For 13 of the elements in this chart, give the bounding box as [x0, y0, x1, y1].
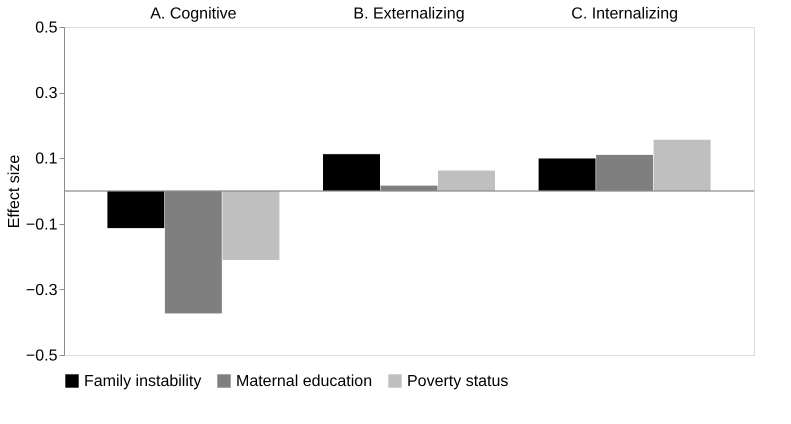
x-tick-label: A. Cognitive	[150, 6, 237, 22]
y-tick-label: −0.1	[26, 216, 58, 234]
legend-label: Family instability	[84, 373, 202, 390]
y-tick-label: −0.5	[26, 348, 58, 364]
y-tick-label: 0.5	[35, 20, 58, 36]
legend-label: Maternal education	[236, 373, 372, 390]
x-tick-label: B. Externalizing	[353, 6, 465, 22]
x-tick-label: C. Internalizing	[571, 6, 678, 22]
y-axis-title: Effect size	[6, 154, 23, 228]
y-tick-label: −0.3	[26, 282, 58, 299]
y-tick-label: 0.1	[35, 150, 58, 168]
legend-label: Poverty status	[407, 373, 508, 390]
y-tick-label: 0.3	[35, 85, 58, 102]
